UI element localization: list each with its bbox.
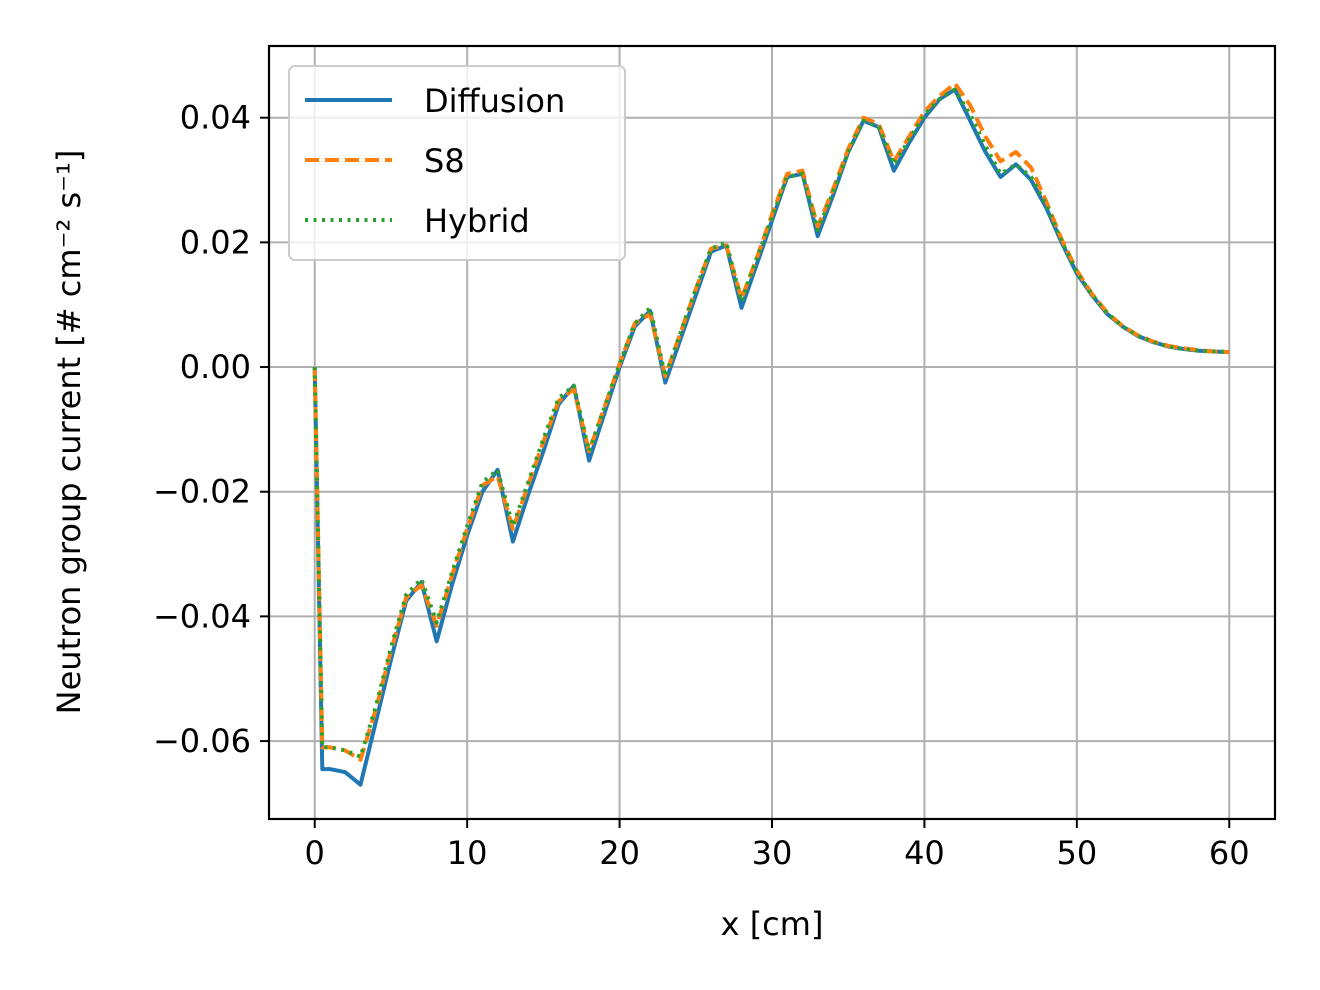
series-group <box>312 81 1230 787</box>
y-axis-label: Neutron group current [# cm⁻² s⁻¹] <box>50 150 88 715</box>
y-tick-label: 0.00 <box>180 348 251 386</box>
y-tick-label: 0.02 <box>180 223 251 261</box>
legend-label-diffusion: Diffusion <box>424 82 565 120</box>
x-tick-label: 50 <box>1056 834 1097 872</box>
x-tick-label: 20 <box>599 834 640 872</box>
y-tick-label: −0.04 <box>153 597 251 635</box>
legend-label-s8: S8 <box>424 142 465 180</box>
legend: Diffusion S8 Hybrid <box>288 65 626 261</box>
x-tick-label: 0 <box>305 834 325 872</box>
y-axis: −0.06 −0.04 −0.02 0.00 0.02 0.04 <box>153 99 269 760</box>
y-tick-label: −0.02 <box>153 473 251 511</box>
legend-box <box>288 65 626 261</box>
y-tick-label: −0.06 <box>153 722 251 760</box>
series-line-hybrid <box>312 87 1230 759</box>
x-axis-label: x [cm] <box>721 905 824 943</box>
x-tick-label: 10 <box>447 834 488 872</box>
x-tick-label: 60 <box>1209 834 1250 872</box>
x-axis: 0 10 20 30 40 50 60 <box>305 819 1250 872</box>
x-tick-label: 40 <box>904 834 945 872</box>
y-tick-label: 0.04 <box>180 99 251 137</box>
x-tick-label: 30 <box>752 834 793 872</box>
legend-label-hybrid: Hybrid <box>424 202 530 240</box>
